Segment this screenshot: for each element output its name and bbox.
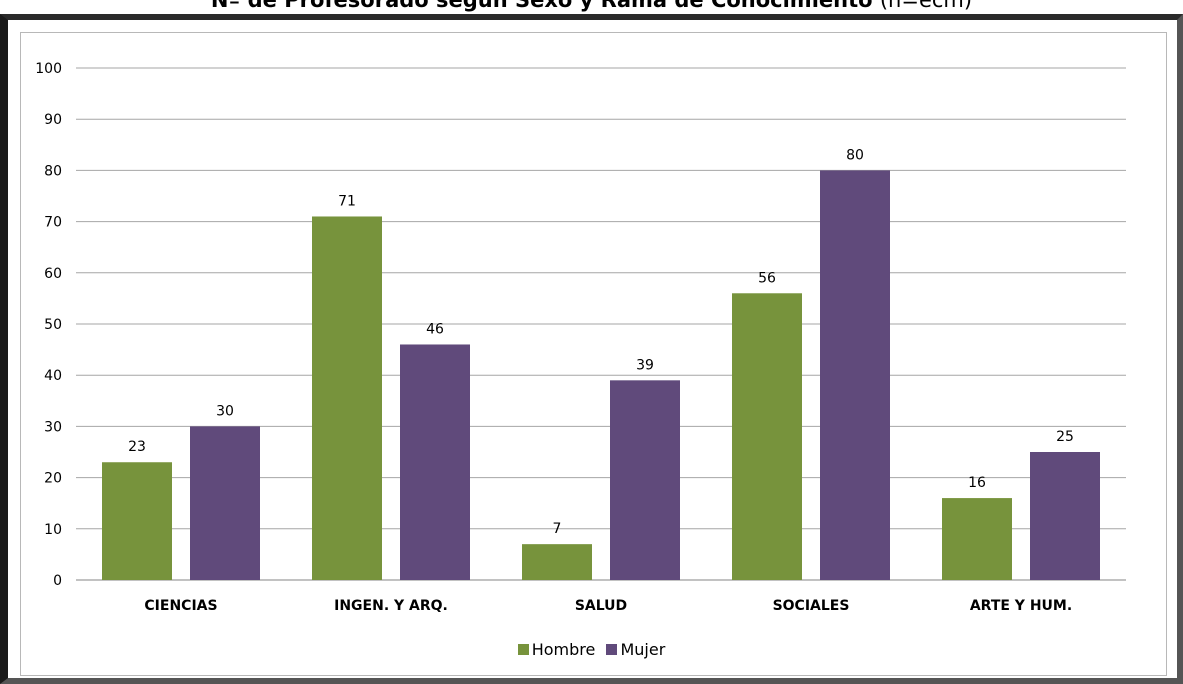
chart-legend: Hombre Mujer xyxy=(0,640,1183,659)
x-tick-label: ARTE Y HUM. xyxy=(970,598,1072,614)
y-tick-label: 90 xyxy=(44,112,62,128)
data-label: 25 xyxy=(1056,429,1074,445)
x-tick-label: CIENCIAS xyxy=(144,598,217,614)
data-label: 16 xyxy=(968,475,986,491)
bar-hombre xyxy=(102,462,172,580)
chart-title: Nº de Profesorado según Sexo y Rama de C… xyxy=(0,0,1183,13)
data-label: 46 xyxy=(426,321,444,337)
x-tick-label: INGEN. Y ARQ. xyxy=(334,598,448,614)
data-label: 56 xyxy=(758,270,776,286)
y-tick-label: 0 xyxy=(53,573,62,589)
bar-mujer xyxy=(400,344,470,580)
bar-hombre xyxy=(942,498,1012,580)
data-label: 39 xyxy=(636,357,654,373)
bar-mujer xyxy=(1030,452,1100,580)
legend-label-hombre: Hombre xyxy=(531,640,596,659)
y-tick-label: 30 xyxy=(44,419,62,435)
y-tick-label: 40 xyxy=(44,368,62,384)
x-tick-label: SOCIALES xyxy=(773,598,850,614)
bar-hombre xyxy=(522,544,592,580)
legend-item-mujer: Mujer xyxy=(606,640,665,659)
bar-mujer xyxy=(610,380,680,580)
y-tick-label: 20 xyxy=(44,471,62,487)
data-label: 80 xyxy=(846,147,864,163)
chart-title-main: Nº de Profesorado según Sexo y Rama de C… xyxy=(210,0,873,12)
legend-item-hombre: Hombre xyxy=(517,640,596,659)
data-label: 23 xyxy=(128,439,146,455)
bar-mujer xyxy=(820,170,890,580)
legend-swatch-mujer xyxy=(606,644,618,655)
data-label: 30 xyxy=(216,403,234,419)
bar-mujer xyxy=(190,426,260,580)
y-tick-label: 70 xyxy=(44,215,62,231)
bar-hombre xyxy=(312,216,382,581)
y-tick-label: 100 xyxy=(35,61,62,77)
y-tick-label: 50 xyxy=(44,317,62,333)
data-label: 7 xyxy=(553,521,562,537)
legend-label-mujer: Mujer xyxy=(620,640,666,659)
data-label: 71 xyxy=(338,193,356,209)
x-tick-label: SALUD xyxy=(575,598,627,614)
bar-hombre xyxy=(732,293,802,580)
y-tick-label: 60 xyxy=(44,266,62,282)
chart-title-suffix: (n=ecm) xyxy=(879,0,973,12)
legend-swatch-hombre xyxy=(517,644,529,655)
y-tick-label: 80 xyxy=(44,163,62,179)
y-tick-label: 10 xyxy=(44,522,62,538)
